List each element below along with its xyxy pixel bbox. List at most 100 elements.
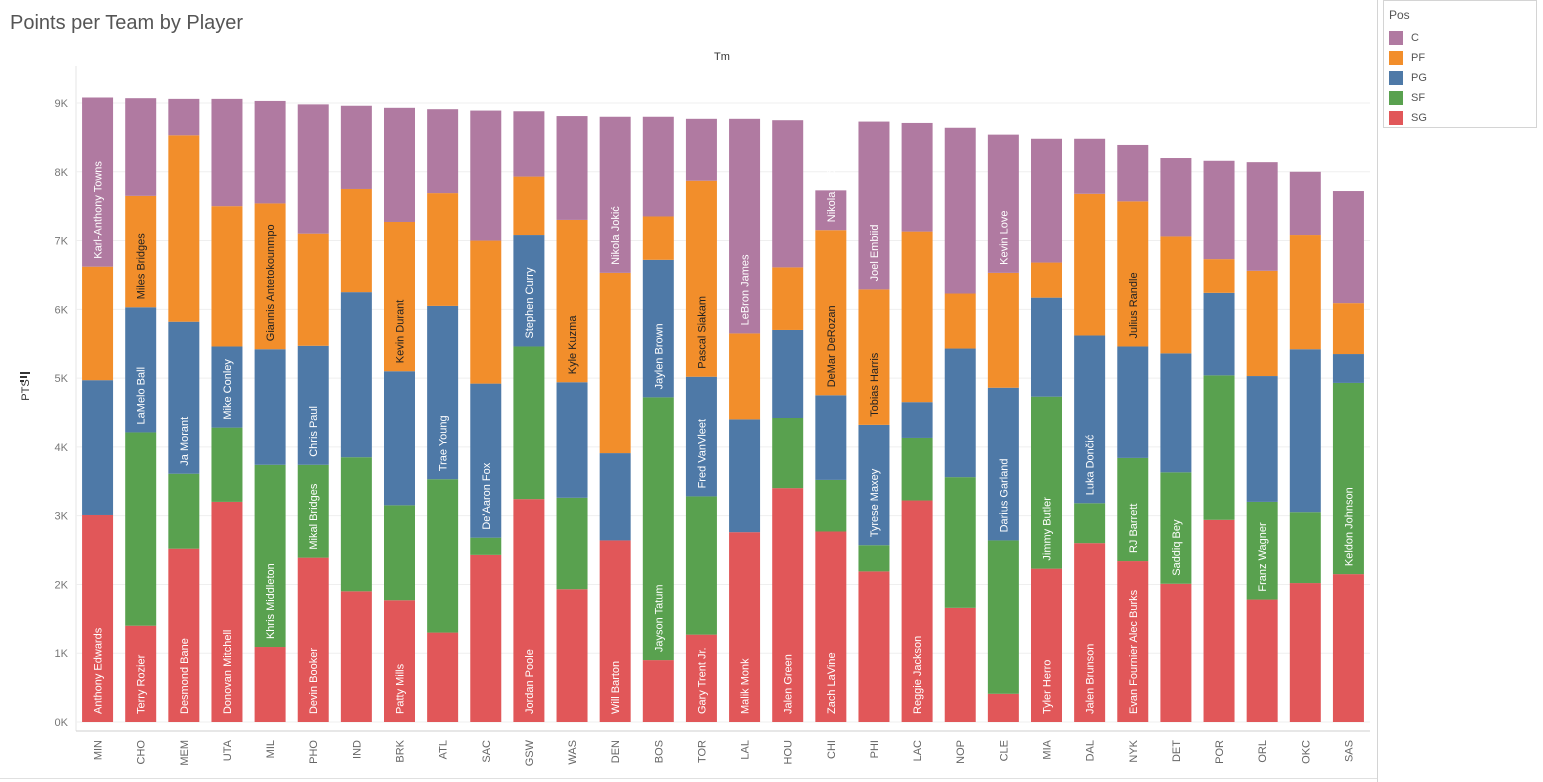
sort-icon[interactable] <box>20 372 30 382</box>
legend-title: Pos <box>1389 8 1410 22</box>
bar-label: Ja Morant <box>179 417 191 466</box>
x-tick-label: OKC <box>1300 740 1312 764</box>
bar-segment-tor-pg <box>685 376 717 497</box>
bar-label: Jaylen Brown <box>653 323 665 389</box>
bar-segment-mem-sg <box>168 548 200 722</box>
bar-segment-lac-sg <box>901 500 933 722</box>
bar-segment-phi-pg <box>858 424 890 546</box>
bar-segment-det-sg <box>1160 583 1192 722</box>
bar-segment-nyk-sf <box>1117 457 1149 562</box>
legend-label: SF <box>1411 92 1426 104</box>
bar-label: Evan Fournier Alec Burks <box>1128 589 1140 714</box>
bar-label: Khris Middleton <box>265 563 277 639</box>
bar-segment-sac-sf <box>470 537 502 555</box>
y-tick-label: 7K <box>55 236 69 248</box>
x-tick-label: ORL <box>1257 740 1269 763</box>
x-tick-label: UTA <box>222 739 234 761</box>
bar-segment-lac-sf <box>901 437 933 501</box>
bar-segment-orl-pg <box>1246 376 1278 502</box>
bar-segment-det-sf <box>1160 472 1192 584</box>
bar-segment-pho-sg <box>297 557 329 722</box>
x-tick-label: BRK <box>395 739 407 762</box>
bar-segment-brk-c <box>384 107 415 222</box>
column-header: Tm <box>714 51 730 63</box>
legend-swatch <box>1389 91 1403 105</box>
bar-label: Gary Trent Jr. <box>696 647 708 714</box>
bar-segment-atl-sg <box>427 632 459 722</box>
chart-plot: Tm PTS 0K 1K 2K 3K 4K 5K 6K 7K 8K 9K Anthony Edwa… <box>20 51 1370 766</box>
bar-segment-min-sg <box>82 514 114 722</box>
bar-segment-nyk-pg <box>1117 346 1149 458</box>
bar-segment-hou-c <box>772 120 804 268</box>
bar-segment-tor-sf <box>685 496 717 635</box>
bar-label: Malik Monk <box>740 658 752 714</box>
bar-segment-gsw-sf <box>513 346 545 500</box>
bar-label: Jalen Green <box>783 654 795 714</box>
legend-item-c[interactable]: C <box>1384 28 1536 48</box>
bar-segment-okc-pg <box>1289 349 1321 513</box>
bar-segment-gsw-c <box>513 111 545 177</box>
y-tick-label: 8K <box>55 167 69 179</box>
x-tick-label: POR <box>1214 740 1226 764</box>
bar-segment-chi-sf <box>815 479 847 532</box>
bar-label: LaMelo Ball <box>136 367 148 424</box>
bar-label: Trae Young <box>438 415 450 471</box>
bar-segment-sas-sg <box>1332 574 1364 722</box>
bar-segment-tor-pf <box>685 180 717 377</box>
bar-segment-bos-sg <box>642 660 674 722</box>
legend-item-sg[interactable]: SG <box>1384 108 1536 128</box>
bar-label: Saddiq Bey <box>1171 519 1183 576</box>
bar-label: Giannis Antetokounmpo <box>265 224 277 341</box>
x-tick-label: DAL <box>1085 740 1097 761</box>
legend-item-pf[interactable]: PF <box>1384 48 1536 68</box>
x-tick-label: ATL <box>438 740 450 759</box>
x-tick-label: NYK <box>1128 739 1140 762</box>
bar-segment-nop-sg <box>944 607 976 722</box>
bar-segment-nyk-sg <box>1117 561 1149 722</box>
bar-segment-uta-sf <box>211 427 243 502</box>
bar-segment-was-pf <box>556 219 588 383</box>
bar-label: Nikola Jokić <box>610 206 622 265</box>
bar-segment-dal-pg <box>1074 335 1106 504</box>
bar-segment-mia-sg <box>1031 568 1062 722</box>
bar-segment-phi-sg <box>858 571 890 722</box>
bar-label: De'Aaron Fox <box>481 462 493 529</box>
bar-segment-ind-pg <box>340 292 372 458</box>
x-tick-label: WAS <box>567 740 579 765</box>
bar-segment-atl-c <box>427 109 459 194</box>
bar-segment-sac-c <box>470 110 502 241</box>
bar-segment-chi-pg <box>815 395 847 480</box>
bar-segment-mem-sf <box>168 473 200 549</box>
bar-label: Kyle Kuzma <box>567 315 579 375</box>
legend-item-pg[interactable]: PG <box>1384 68 1536 88</box>
bar-segment-min-pg <box>82 380 114 515</box>
bar-segment-sas-c <box>1332 191 1364 304</box>
bar-segment-det-pf <box>1160 236 1192 354</box>
bar-segment-cho-pf <box>125 195 157 308</box>
x-tick-label: LAL <box>740 740 752 760</box>
bar-segment-lal-sg <box>729 532 761 722</box>
bar-segment-sas-sf <box>1332 382 1364 575</box>
bar-label: Julius Randle <box>1128 272 1140 338</box>
bar-label: Keldon Johnson <box>1343 487 1355 566</box>
x-tick-label: MIA <box>1042 739 1054 759</box>
bar-label: Jordan Poole <box>524 649 536 714</box>
bar-segment-sac-pg <box>470 383 502 538</box>
bar-segment-lal-pg <box>729 419 761 533</box>
bar-segment-cle-sf <box>987 540 1019 694</box>
bar-segment-brk-sf <box>384 505 415 601</box>
bar-label: Fred VanVleet <box>696 419 708 489</box>
legend-label: PF <box>1411 52 1426 64</box>
legend-label: C <box>1411 32 1419 44</box>
bar-segment-orl-c <box>1246 162 1278 271</box>
bar-segment-nyk-c <box>1117 144 1149 202</box>
bottom-divider <box>0 778 1377 779</box>
bar-segment-orl-sf <box>1246 501 1278 600</box>
legend-item-sf[interactable]: SF <box>1384 88 1536 108</box>
bar-segment-cle-pf <box>987 272 1019 388</box>
bar-segment-cho-sg <box>125 625 157 722</box>
y-tick-label: 1K <box>55 648 69 660</box>
bar-segment-was-sf <box>556 497 588 590</box>
bar-label: Desmond Bane <box>179 638 191 714</box>
bar-segment-sac-sg <box>470 554 502 722</box>
